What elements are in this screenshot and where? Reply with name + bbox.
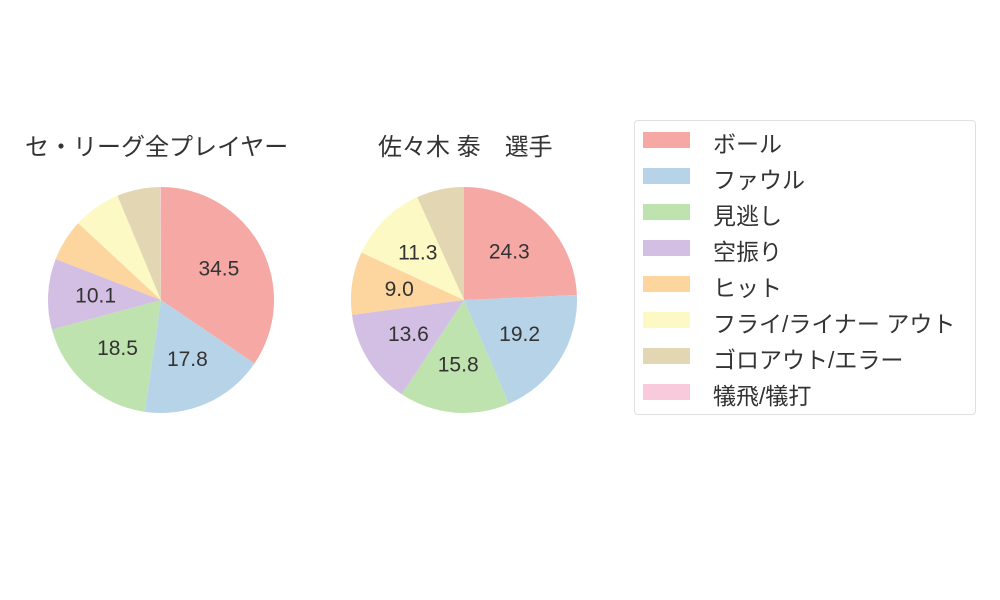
- svg-text:24.3: 24.3: [489, 241, 530, 264]
- svg-text:17.8: 17.8: [167, 348, 208, 371]
- svg-text:10.1: 10.1: [75, 285, 116, 308]
- svg-text:34.5: 34.5: [198, 257, 239, 280]
- svg-text:9.0: 9.0: [385, 278, 414, 301]
- svg-text:11.3: 11.3: [398, 242, 437, 265]
- svg-text:15.8: 15.8: [438, 353, 479, 376]
- svg-text:13.6: 13.6: [388, 323, 429, 346]
- svg-text:19.2: 19.2: [499, 323, 540, 346]
- svg-text:18.5: 18.5: [97, 337, 138, 360]
